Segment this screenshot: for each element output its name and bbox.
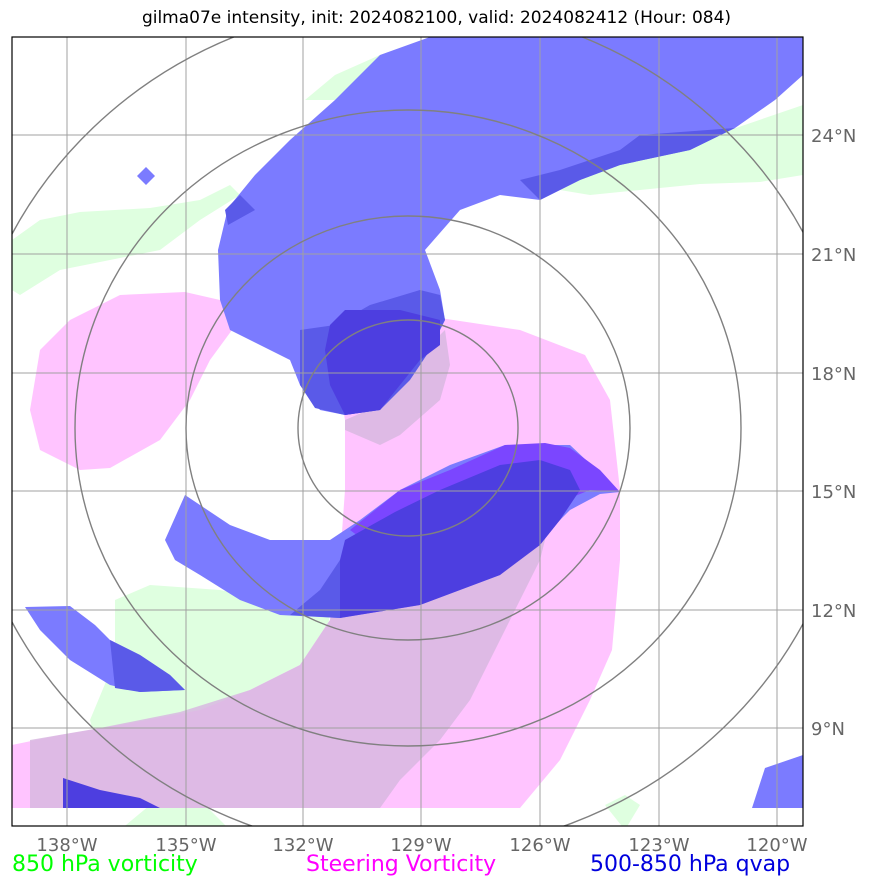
- legend-qvap: 500-850 hPa qvap: [590, 852, 791, 877]
- qvap-field: [25, 37, 803, 808]
- lat-tick-label: 12°N: [811, 601, 856, 622]
- lat-tick-label: 15°N: [811, 482, 856, 503]
- lon-tick-label: 120°W: [746, 835, 807, 856]
- lon-tick-label: 135°W: [155, 835, 216, 856]
- plot-frame: [11, 36, 804, 827]
- lat-tick-label: 24°N: [811, 126, 856, 147]
- lon-tick-labels: 138°W 135°W 132°W 129°W 126°W 123°W 120°…: [36, 835, 807, 856]
- lon-tick-label: 126°W: [509, 835, 570, 856]
- lon-tick-label: 132°W: [272, 835, 333, 856]
- legend-steering-vorticity: Steering Vorticity: [306, 852, 497, 877]
- lon-tick-label: 138°W: [36, 835, 97, 856]
- lat-tick-label: 18°N: [811, 364, 856, 385]
- range-rings: [12, 37, 803, 826]
- lat-tick-labels: 9°N 12°N 15°N 18°N 21°N 24°N: [811, 126, 856, 740]
- chart-title: gilma07e intensity, init: 2024082100, va…: [141, 8, 732, 28]
- legend-850-vorticity: 850 hPa vorticity: [12, 852, 198, 877]
- lon-tick-label: 129°W: [390, 835, 451, 856]
- lon-tick-label: 123°W: [628, 835, 689, 856]
- lat-tick-label: 21°N: [811, 245, 856, 266]
- lat-tick-label: 9°N: [811, 719, 845, 740]
